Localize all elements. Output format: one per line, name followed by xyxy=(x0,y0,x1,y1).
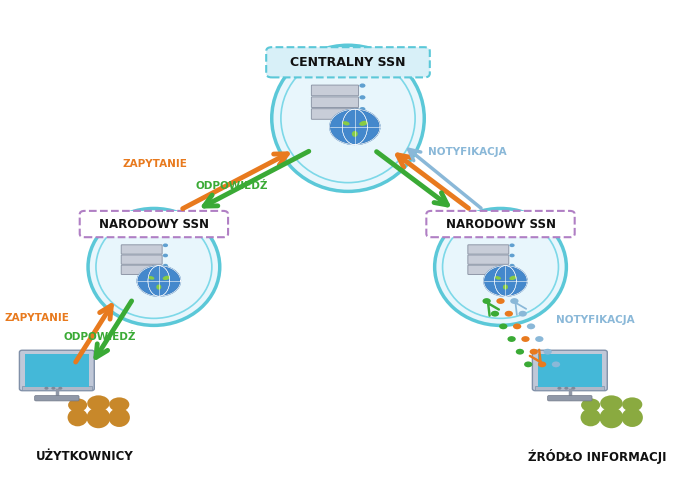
Ellipse shape xyxy=(109,408,130,427)
Ellipse shape xyxy=(271,45,425,192)
Circle shape xyxy=(496,298,505,304)
Ellipse shape xyxy=(352,131,358,137)
Circle shape xyxy=(52,387,56,390)
Circle shape xyxy=(359,95,365,99)
Circle shape xyxy=(163,264,168,268)
Text: ODPOWIEDŹ: ODPOWIEDŹ xyxy=(64,332,136,342)
Circle shape xyxy=(499,323,507,329)
Circle shape xyxy=(359,107,365,111)
Circle shape xyxy=(330,109,380,145)
FancyBboxPatch shape xyxy=(121,245,162,254)
Ellipse shape xyxy=(580,409,601,426)
Text: NOTYFIKACJA: NOTYFIKACJA xyxy=(556,315,635,325)
Circle shape xyxy=(491,311,499,317)
Ellipse shape xyxy=(503,285,508,290)
FancyBboxPatch shape xyxy=(427,211,575,237)
Circle shape xyxy=(535,336,544,342)
Circle shape xyxy=(359,83,365,88)
FancyBboxPatch shape xyxy=(25,354,88,387)
FancyBboxPatch shape xyxy=(121,255,162,264)
Circle shape xyxy=(137,266,180,296)
FancyBboxPatch shape xyxy=(535,386,605,390)
Circle shape xyxy=(564,387,569,390)
Circle shape xyxy=(622,397,642,412)
FancyBboxPatch shape xyxy=(468,265,509,274)
FancyBboxPatch shape xyxy=(266,47,430,77)
Text: NOTYFIKACJA: NOTYFIKACJA xyxy=(428,147,507,157)
FancyBboxPatch shape xyxy=(80,211,228,237)
FancyBboxPatch shape xyxy=(532,350,608,391)
Ellipse shape xyxy=(509,276,516,280)
Text: ŹRÓDŁO INFORMACJI: ŹRÓDŁO INFORMACJI xyxy=(528,449,667,465)
Ellipse shape xyxy=(342,121,349,125)
Circle shape xyxy=(482,298,491,304)
Circle shape xyxy=(163,244,168,247)
Circle shape xyxy=(509,264,514,268)
Text: NARODOWY SSN: NARODOWY SSN xyxy=(99,218,209,231)
Circle shape xyxy=(510,298,519,304)
FancyBboxPatch shape xyxy=(19,350,94,391)
Circle shape xyxy=(530,349,538,355)
Ellipse shape xyxy=(148,276,155,280)
FancyBboxPatch shape xyxy=(468,255,509,264)
Ellipse shape xyxy=(88,208,220,325)
Circle shape xyxy=(527,323,535,329)
Circle shape xyxy=(581,398,600,412)
Circle shape xyxy=(109,397,129,412)
FancyBboxPatch shape xyxy=(468,245,509,254)
Circle shape xyxy=(509,254,514,257)
Ellipse shape xyxy=(68,409,88,426)
Circle shape xyxy=(516,349,524,355)
FancyBboxPatch shape xyxy=(548,395,592,401)
FancyBboxPatch shape xyxy=(311,97,358,107)
Circle shape xyxy=(509,244,514,247)
Ellipse shape xyxy=(495,276,501,280)
Ellipse shape xyxy=(599,407,624,428)
Ellipse shape xyxy=(157,285,161,290)
Circle shape xyxy=(600,395,623,411)
Circle shape xyxy=(513,323,521,329)
Circle shape xyxy=(524,362,532,368)
Circle shape xyxy=(538,362,546,368)
Ellipse shape xyxy=(163,276,170,280)
Circle shape xyxy=(519,311,527,317)
Circle shape xyxy=(507,336,516,342)
Circle shape xyxy=(544,349,552,355)
Circle shape xyxy=(163,254,168,257)
Text: ZAPYTANIE: ZAPYTANIE xyxy=(122,159,188,169)
Circle shape xyxy=(505,311,513,317)
Text: CENTRALNY SSN: CENTRALNY SSN xyxy=(290,56,406,69)
Circle shape xyxy=(68,398,87,412)
Circle shape xyxy=(571,387,576,390)
Ellipse shape xyxy=(622,408,643,427)
Circle shape xyxy=(552,362,560,368)
Ellipse shape xyxy=(435,208,567,325)
Circle shape xyxy=(58,387,63,390)
Circle shape xyxy=(557,387,562,390)
Text: NARODOWY SSN: NARODOWY SSN xyxy=(445,218,555,231)
Ellipse shape xyxy=(359,121,367,126)
Circle shape xyxy=(484,266,527,296)
FancyBboxPatch shape xyxy=(35,395,79,401)
FancyBboxPatch shape xyxy=(22,386,91,390)
Text: UŻYTKOWNICY: UŻYTKOWNICY xyxy=(35,450,134,464)
Text: ODPOWIEDŹ: ODPOWIEDŹ xyxy=(196,181,268,191)
FancyBboxPatch shape xyxy=(121,265,162,274)
Circle shape xyxy=(45,387,49,390)
Text: ZAPYTANIE: ZAPYTANIE xyxy=(5,313,70,322)
Circle shape xyxy=(87,395,110,411)
Ellipse shape xyxy=(86,407,110,428)
FancyBboxPatch shape xyxy=(311,109,358,119)
FancyBboxPatch shape xyxy=(311,85,358,96)
FancyBboxPatch shape xyxy=(538,354,602,387)
Circle shape xyxy=(521,336,530,342)
